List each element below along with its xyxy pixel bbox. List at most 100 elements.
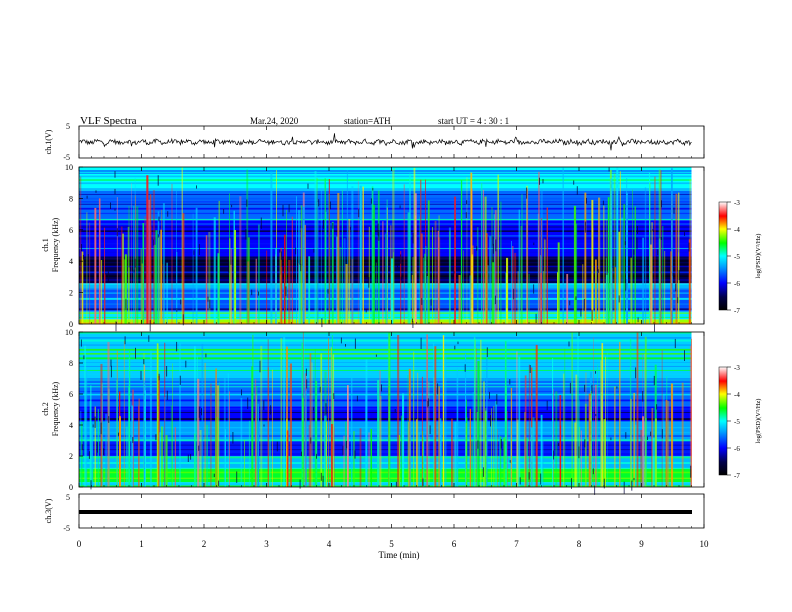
spectrogram-stripe (79, 212, 692, 215)
spectrogram-speckle (346, 440, 348, 449)
spectrogram-sferic (80, 410, 82, 487)
time-tick-label: 2 (202, 539, 207, 549)
spectrogram-stripe (79, 218, 692, 221)
spectrogram-sferic (388, 334, 390, 487)
spectrogram-sferic (229, 264, 232, 324)
spectrogram-sferic (219, 381, 220, 487)
spectrogram-speckle (535, 313, 537, 323)
spectrogram-sferic (423, 435, 425, 487)
spectrogram-sferic (485, 407, 487, 487)
spectrogram-sferic (580, 430, 582, 487)
spectrogram-sferic (276, 170, 277, 324)
colorbar-tick-label: -4 (734, 226, 740, 234)
spectrogram-stripe (79, 391, 692, 392)
spectrogram-sferic (664, 250, 666, 324)
spectrogram-speckle (251, 289, 253, 296)
spectrogram-stripe (79, 271, 692, 274)
spectrogram-speckle (247, 397, 249, 410)
spectrogram-sferic (472, 392, 474, 487)
spectrogram-speckle (288, 204, 290, 213)
spectrogram-sferic (332, 354, 335, 487)
spectrogram-band (79, 190, 692, 221)
spectrogram-sferic (387, 207, 388, 324)
spectrogram-sferic (345, 421, 347, 487)
spectrogram-speckle (349, 227, 351, 230)
spectrogram-speckle (631, 480, 633, 491)
spectrogram-sferic (346, 170, 348, 324)
spectrogram-speckle (422, 478, 424, 487)
spectrogram-sferic (289, 363, 292, 487)
spectrogram-speckle (397, 264, 398, 268)
spectrogram-sferic (309, 353, 312, 487)
spectrogram-sferic (667, 400, 670, 487)
date-label: Mar.24, 2020 (250, 116, 299, 126)
spectrogram-sferic (480, 339, 482, 487)
spectrogram-sferic (266, 250, 268, 324)
spectrogram-stripe (79, 344, 692, 346)
spectrogram-sferic (240, 397, 243, 487)
spectrogram-sferic (166, 262, 168, 324)
spectrogram-sferic (154, 244, 156, 324)
figure-title: VLF Spectra (80, 115, 137, 127)
spectrogram-speckle (672, 272, 674, 277)
spectrogram-speckle (285, 286, 287, 297)
spectrogram-sferic (197, 378, 200, 487)
colorbar-tick-label: -7 (734, 307, 740, 315)
spectrogram-sferic (199, 430, 202, 487)
spectrogram-sferic (255, 416, 257, 487)
ch1-waveform-trace (78, 133, 692, 151)
spectrogram-sferic (457, 377, 459, 487)
spectrogram-sferic (601, 343, 604, 487)
spectrogram-sferic (160, 229, 162, 324)
spectrogram-speckle (110, 202, 111, 209)
spectrogram-speckle (690, 465, 692, 478)
spectrogram-sferic (688, 239, 691, 324)
spectrogram-speckle (542, 179, 544, 184)
spectrogram-sferic (633, 392, 635, 487)
spectrogram-sferic (205, 235, 208, 324)
spectrogram-sferic (592, 227, 594, 324)
spectrogram-speckle (345, 344, 346, 347)
spectrogram-speckle (157, 175, 159, 186)
spectrogram-stripe (79, 287, 692, 290)
spectrogram-speckle (276, 441, 278, 452)
spectrogram-sferic (81, 251, 84, 324)
spectrogram-speckle (464, 364, 466, 372)
spectrogram-speckle (400, 276, 402, 281)
spectrogram-sferic (283, 337, 286, 487)
spectrogram-sferic (142, 223, 144, 324)
ch1-channel-label: ch.1 (41, 238, 50, 252)
spectrogram-speckle (179, 375, 181, 385)
spectrogram-sferic (328, 179, 330, 324)
spectrogram-speckle (260, 274, 262, 281)
spectrogram-speckle (678, 270, 680, 281)
spectrogram-speckle (661, 200, 662, 208)
frequency-tick-label: 6 (69, 390, 73, 399)
spectrogram-sferic (468, 429, 470, 487)
spectrogram-sferic (377, 190, 380, 324)
spectrogram-sferic (143, 380, 145, 487)
spectrogram-stripe (79, 275, 692, 278)
spectrogram-sferic (652, 437, 655, 487)
spectrogram-speckle (528, 472, 530, 480)
spectrogram-speckle (118, 432, 119, 436)
spectrogram-speckle (321, 318, 323, 328)
spectrogram-sferic (422, 431, 424, 487)
spectrogram-speckle (513, 288, 515, 300)
ch3-waveform-ylabel: ch.3(V) (44, 498, 53, 523)
colorbar-tick-label: -3 (734, 364, 740, 372)
spectrogram-sferic (385, 233, 387, 324)
spectrogram-sferic (331, 424, 333, 487)
spectrogram-sferic (288, 259, 291, 324)
spectrogram-sferic (575, 374, 578, 487)
spectrogram-speckle (320, 472, 322, 481)
spectrogram-sferic (421, 376, 423, 487)
spectrogram-speckle (539, 177, 540, 185)
spectrogram-stripe (79, 170, 692, 172)
spectrogram-speckle (260, 217, 262, 229)
spectrogram-sferic (661, 350, 663, 487)
spectrogram-speckle (377, 223, 379, 236)
spectrogram-speckle (684, 350, 685, 361)
spectrogram-stripe (79, 427, 692, 429)
spectrogram-sferic (654, 176, 656, 324)
